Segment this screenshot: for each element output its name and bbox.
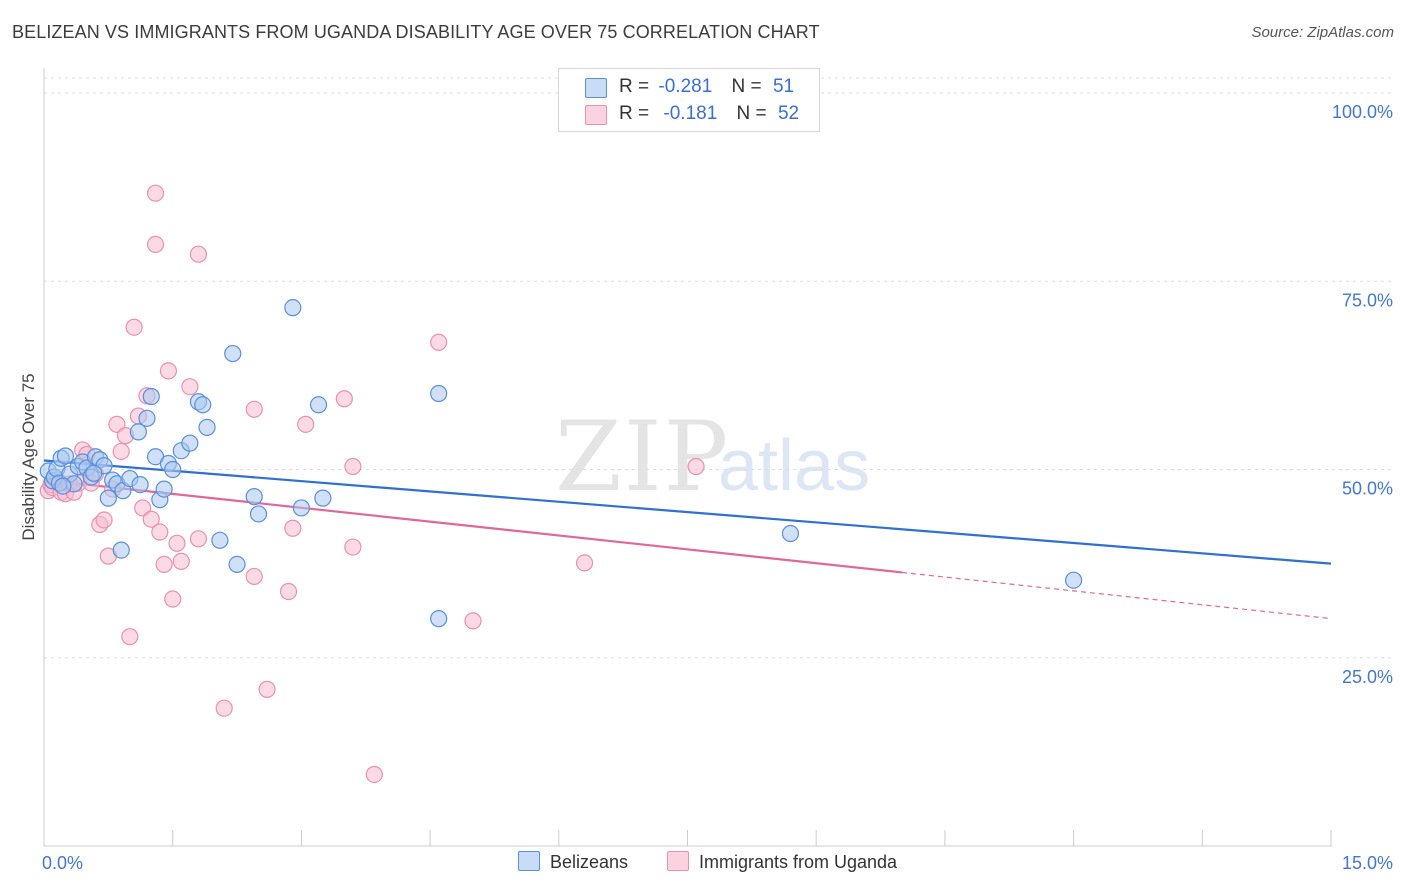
belizeans-point <box>249 505 268 523</box>
y-tick-label: 100.0% <box>1332 102 1393 122</box>
uganda-point <box>159 362 178 380</box>
bottom-legend-swatch-pink <box>667 851 689 871</box>
legend-r-label: R = <box>619 103 650 124</box>
uganda-point <box>189 530 208 548</box>
y-tick-label: 25.0% <box>1342 667 1393 687</box>
uganda-point <box>245 400 263 418</box>
x-tick-label: 0.0% <box>42 853 83 873</box>
y-tick-label: 75.0% <box>1342 290 1393 310</box>
uganda-point <box>134 499 152 517</box>
belizeans-point <box>138 409 156 427</box>
source-credit: Source: ZipAtlas.com <box>1251 24 1394 41</box>
uganda-point <box>155 555 173 574</box>
belizeans-point <box>430 384 448 403</box>
tick-label-layer: 100.0% 75.0% 50.0% 25.0% 0.0% 15.0% <box>42 102 1393 873</box>
belizeans-point <box>292 499 310 517</box>
uganda-point <box>146 235 165 253</box>
axis-layer <box>43 68 1332 847</box>
uganda-point <box>335 390 353 408</box>
watermark-atlas: atlas <box>718 426 870 506</box>
belizeans-point <box>781 524 800 543</box>
uganda-point <box>284 519 302 537</box>
uganda-point <box>108 415 126 433</box>
belizeans-trend-line <box>43 459 1332 565</box>
belizeans-point <box>245 488 263 506</box>
uganda-point <box>121 628 139 646</box>
belizeans-point <box>430 610 448 628</box>
uganda-point <box>151 523 169 541</box>
uganda-point <box>258 680 276 698</box>
legend-n-value: 52 <box>777 103 800 124</box>
belizeans-point <box>85 464 103 482</box>
legend-r-value: -0.181 <box>663 103 718 124</box>
uganda-trend-line-extension <box>901 571 1332 620</box>
uganda-point <box>279 582 298 601</box>
legend-n-label: N = <box>736 103 767 124</box>
uganda-point <box>146 184 165 202</box>
legend-r-label: R = <box>619 76 650 97</box>
belizeans-point <box>194 396 212 414</box>
belizeans-point <box>142 387 160 406</box>
legend-r-value: -0.281 <box>658 76 713 97</box>
belizeans-point <box>155 480 173 498</box>
bottom-legend-uganda: Immigrants from Uganda <box>667 851 897 873</box>
uganda-point <box>687 457 705 476</box>
belizeans-point <box>309 396 328 414</box>
bottom-legend-label: Belizeans <box>550 852 629 872</box>
uganda-point <box>575 554 594 572</box>
uganda-point <box>172 552 190 570</box>
uganda-point <box>430 333 448 351</box>
belizeans-point <box>99 489 117 507</box>
belizeans-point <box>131 475 149 494</box>
uganda-point <box>215 699 233 717</box>
belizeans-point <box>181 434 199 452</box>
uganda-point <box>95 511 113 529</box>
y-tick-label: 50.0% <box>1342 479 1393 499</box>
grid-layer <box>44 77 1392 659</box>
belizeans-point <box>129 423 147 441</box>
uganda-point <box>365 765 383 784</box>
uganda-point <box>142 510 160 528</box>
belizeans-point <box>211 531 229 549</box>
uganda-point <box>297 415 315 433</box>
points-layer <box>39 184 1083 784</box>
belizeans-point <box>284 299 302 317</box>
x-tick-label: 15.0% <box>1342 853 1393 873</box>
belizeans-point <box>56 447 75 465</box>
uganda-point <box>125 318 143 336</box>
uganda-point <box>181 378 199 396</box>
legend-swatch-blue <box>585 78 607 98</box>
belizeans-point <box>54 477 72 495</box>
bottom-legend-label: Immigrants from Uganda <box>699 852 898 872</box>
belizeans-point <box>224 344 242 363</box>
y-axis-label: Disability Age Over 75 <box>19 373 38 540</box>
belizeans-point <box>1064 571 1083 589</box>
uganda-point <box>112 442 130 461</box>
uganda-point <box>245 567 263 586</box>
legend-n-label: N = <box>731 76 762 97</box>
correlation-legend: R = -0.281 N = 51 R = -0.181 N = 52 <box>558 68 820 132</box>
chart-title: BELIZEAN VS IMMIGRANTS FROM UGANDA DISAB… <box>12 22 820 42</box>
uganda-point <box>344 457 362 476</box>
uganda-point <box>164 590 182 608</box>
uganda-point <box>464 612 482 630</box>
uganda-trend-line <box>43 478 903 574</box>
bottom-legend-swatch-blue <box>518 851 540 871</box>
belizeans-point <box>314 489 332 507</box>
bottom-legend-belizeans: Belizeans <box>518 851 628 873</box>
belizeans-point <box>164 460 182 479</box>
uganda-point <box>189 245 208 263</box>
belizeans-point <box>112 541 130 559</box>
legend-swatch-pink <box>585 105 607 125</box>
legend-n-value: 51 <box>772 76 795 97</box>
trend-layer <box>43 459 1332 620</box>
uganda-point <box>168 534 186 552</box>
uganda-point <box>344 538 362 556</box>
watermark-zip: ZIP <box>555 401 730 513</box>
belizeans-point <box>198 418 216 436</box>
belizeans-point <box>228 555 246 574</box>
